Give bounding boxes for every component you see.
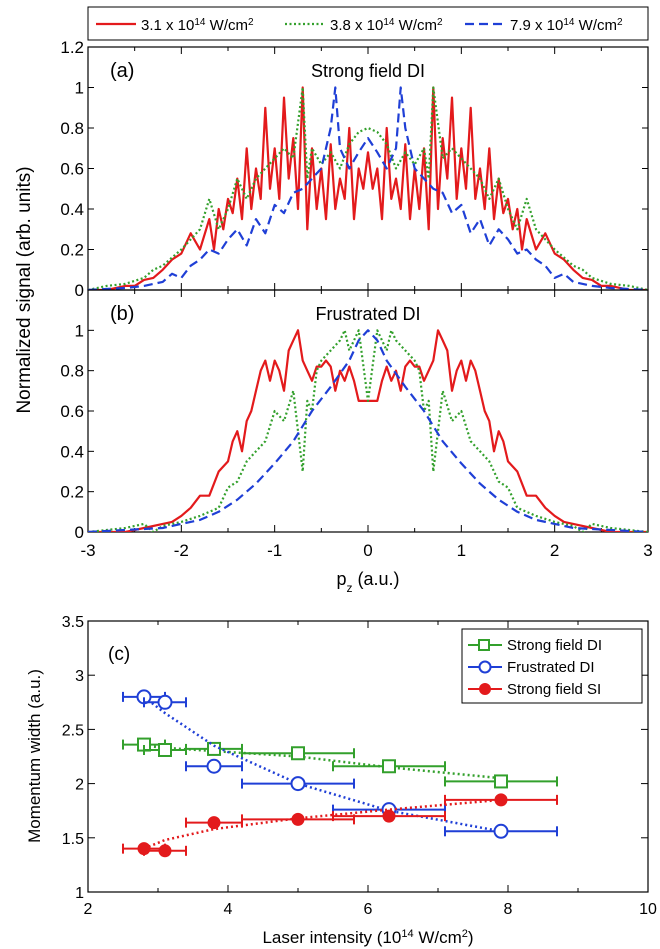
x-tick-label-b: -3 xyxy=(80,541,95,560)
plot-frame-b xyxy=(87,289,649,533)
y-tick-label-a: 0 xyxy=(75,281,84,300)
legend-prefix: 3.1 x 10 xyxy=(141,17,194,34)
x-axis-label-c: Laser intensity (1014 W/cm2) xyxy=(262,928,473,947)
legend-c-marker-1 xyxy=(478,660,492,674)
y-tick-label-c: 2.5 xyxy=(62,722,84,739)
panel-label-b: (b) xyxy=(110,303,134,325)
y-tick-label-a: 1.2 xyxy=(60,38,84,57)
data-point-2 xyxy=(158,844,172,858)
y-tick-label-a: 0.8 xyxy=(60,119,84,138)
series-line-a-0 xyxy=(88,86,648,290)
data-point-1 xyxy=(206,758,222,774)
y-tick-label-b: 0.8 xyxy=(60,362,84,381)
x-label-c-rest: W/cm xyxy=(414,928,462,947)
x-label-main: p xyxy=(336,569,346,589)
y-tick-label-a: 0.6 xyxy=(60,160,84,179)
x-label-sub: z xyxy=(347,581,353,595)
data-point-0 xyxy=(382,759,396,774)
y-tick-label-b: 0.6 xyxy=(60,402,84,421)
y-tick-label-c: 3 xyxy=(75,668,84,685)
x-tick-label-b: -2 xyxy=(174,541,189,560)
x-tick-label-b: 1 xyxy=(457,541,466,560)
panel-title-a: Strong field DI xyxy=(311,61,425,81)
series-line-b-1 xyxy=(88,329,648,532)
legend-exp: 14 xyxy=(563,17,575,28)
x-tick-label-b: 3 xyxy=(643,541,652,560)
y-tick-label-a: 0.4 xyxy=(60,200,84,219)
legend-unit: W/cm xyxy=(575,17,618,34)
top-legend-box xyxy=(87,6,649,41)
data-point-1 xyxy=(493,823,509,839)
legend-prefix: 3.8 x 10 xyxy=(330,17,383,34)
legend-unit: W/cm xyxy=(395,17,438,34)
data-point-0 xyxy=(158,742,172,757)
series-line-a-2 xyxy=(88,86,648,290)
legend-label-2: 7.9 x 1014 W/cm2 xyxy=(510,17,623,35)
fit-curve-1 xyxy=(143,695,502,833)
x-label-c-exp2: 2 xyxy=(462,928,468,940)
data-point-2 xyxy=(382,809,396,823)
legend-unit-exp: 2 xyxy=(617,17,623,28)
y-axis-label-ab: Normalized signal (arb. units) xyxy=(14,166,35,413)
x-tick-label-c: 4 xyxy=(224,901,233,918)
legend-c-marker-0 xyxy=(478,639,490,651)
x-label-c-exp: 14 xyxy=(401,928,413,940)
x-tick-label-c: 2 xyxy=(84,901,93,918)
y-tick-label-c: 3.5 xyxy=(62,614,84,631)
y-axis-label-c: Momentum width (a.u.) xyxy=(25,669,44,843)
legend-unit-exp: 2 xyxy=(248,17,254,28)
x-tick-label-c: 8 xyxy=(504,901,513,918)
data-point-1 xyxy=(157,694,173,710)
fit-curve-2 xyxy=(143,798,502,850)
fit-curve-0 xyxy=(143,744,502,780)
y-tick-label-c: 1 xyxy=(75,885,84,902)
series-line-b-0 xyxy=(88,329,648,532)
series-line-b-2 xyxy=(88,329,648,532)
panel-label-c: (c) xyxy=(108,644,130,665)
data-point-2 xyxy=(207,816,221,830)
x-tick-label-c: 6 xyxy=(364,901,373,918)
y-tick-label-c: 1.5 xyxy=(62,831,84,848)
x-label-c-end: ) xyxy=(468,928,474,947)
plot-frame-a xyxy=(87,46,649,291)
legend-prefix: 7.9 x 10 xyxy=(510,17,563,34)
y-tick-label-a: 1 xyxy=(75,79,84,98)
legend-unit: W/cm xyxy=(206,17,249,34)
x-label-rest: (a.u.) xyxy=(353,569,400,589)
y-tick-label-b: 0 xyxy=(75,523,84,542)
x-tick-label-b: 0 xyxy=(363,541,372,560)
data-point-0 xyxy=(207,741,221,756)
panel-title-b: Frustrated DI xyxy=(315,304,420,324)
y-tick-label-b: 1 xyxy=(75,321,84,340)
x-tick-label-c: 10 xyxy=(639,901,657,918)
x-tick-label-b: -1 xyxy=(267,541,282,560)
legend-unit-exp: 2 xyxy=(437,17,443,28)
legend-label-1: 3.8 x 1014 W/cm2 xyxy=(330,17,443,35)
legend-c-label-2: Strong field SI xyxy=(507,681,601,698)
data-point-0 xyxy=(291,746,305,761)
data-point-1 xyxy=(290,776,306,792)
panel-label-a: (a) xyxy=(110,60,134,82)
legend-exp: 14 xyxy=(383,17,395,28)
data-point-2 xyxy=(494,793,508,807)
x-label-c-main: Laser intensity (10 xyxy=(262,928,401,947)
data-point-0 xyxy=(494,774,508,789)
x-axis-label-b: pz (a.u.) xyxy=(336,569,399,595)
y-tick-label-b: 0.4 xyxy=(60,442,84,461)
x-tick-label-b: 2 xyxy=(550,541,559,560)
data-point-2 xyxy=(291,812,305,826)
y-tick-label-c: 2 xyxy=(75,777,84,794)
legend-label-0: 3.1 x 1014 W/cm2 xyxy=(141,17,254,35)
legend-c-label-0: Strong field DI xyxy=(507,637,602,654)
legend-c-marker-2 xyxy=(479,683,491,695)
y-tick-label-b: 0.2 xyxy=(60,483,84,502)
y-tick-label-a: 0.2 xyxy=(60,241,84,260)
legend-c-label-1: Frustrated DI xyxy=(507,659,595,676)
legend-exp: 14 xyxy=(194,17,206,28)
